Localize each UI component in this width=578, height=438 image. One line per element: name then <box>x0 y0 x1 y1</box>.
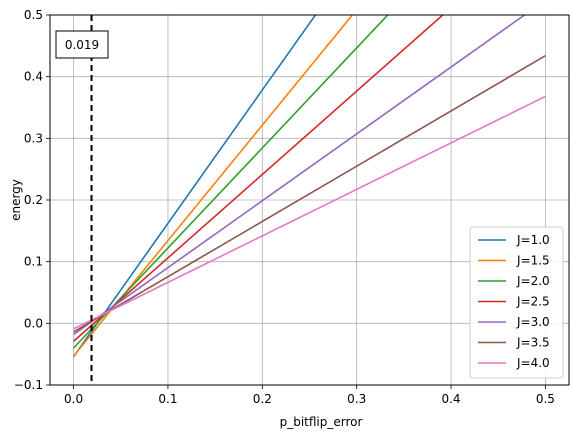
legend-label-2: J=1.5 <box>516 254 550 268</box>
y-tick-label: 0.5 <box>24 8 43 22</box>
threshold-annotation-box <box>55 30 109 59</box>
series-line-6 <box>73 55 546 333</box>
y-axis-label: energy <box>9 179 23 221</box>
axis-ticks: 0.0 0.1 0.2 0.3 0.4 0.5 −0.1 0.0 0.1 0.2 0.3 0.4 0.5 <box>14 8 555 406</box>
legend: J=1.0 J=1.5 J=2.0 J=2.5 J=3.0 J=3.5 J=4.0 <box>469 226 564 379</box>
threshold-annotation-text: 0.019 <box>65 38 99 52</box>
legend-label-7: J=4.0 <box>516 356 550 370</box>
series-lines <box>72 15 546 358</box>
legend-label-1: J=1.0 <box>516 233 550 247</box>
legend-label-4: J=2.5 <box>516 295 550 309</box>
legend-box <box>469 226 564 379</box>
threshold-annotation: 0.019 <box>55 30 109 59</box>
x-tick-label: 0.3 <box>347 392 366 406</box>
x-tick-label: 0.5 <box>536 392 555 406</box>
series-line-1 <box>72 15 317 358</box>
x-tick-label: 0.0 <box>64 392 83 406</box>
y-tick-label: 0.1 <box>24 255 43 269</box>
x-axis-label: p_bitflip_error <box>280 415 363 429</box>
series-line-5 <box>73 15 526 336</box>
y-tick-label: 0.2 <box>24 193 43 207</box>
series-line-4 <box>73 15 445 342</box>
x-tick-label: 0.1 <box>158 392 177 406</box>
y-tick-label: 0.4 <box>24 70 43 84</box>
series-line-3 <box>73 15 389 349</box>
y-tick-label: −0.1 <box>14 378 43 392</box>
legend-label-3: J=2.0 <box>516 274 550 288</box>
series-line-2 <box>72 15 354 357</box>
x-tick-label: 0.2 <box>253 392 272 406</box>
y-tick-label: 0.0 <box>24 316 43 330</box>
y-tick-label: 0.3 <box>24 131 43 145</box>
legend-label-6: J=3.5 <box>516 336 550 350</box>
x-tick-label: 0.4 <box>441 392 460 406</box>
legend-label-5: J=3.0 <box>516 315 550 329</box>
series-line-7 <box>73 95 546 330</box>
